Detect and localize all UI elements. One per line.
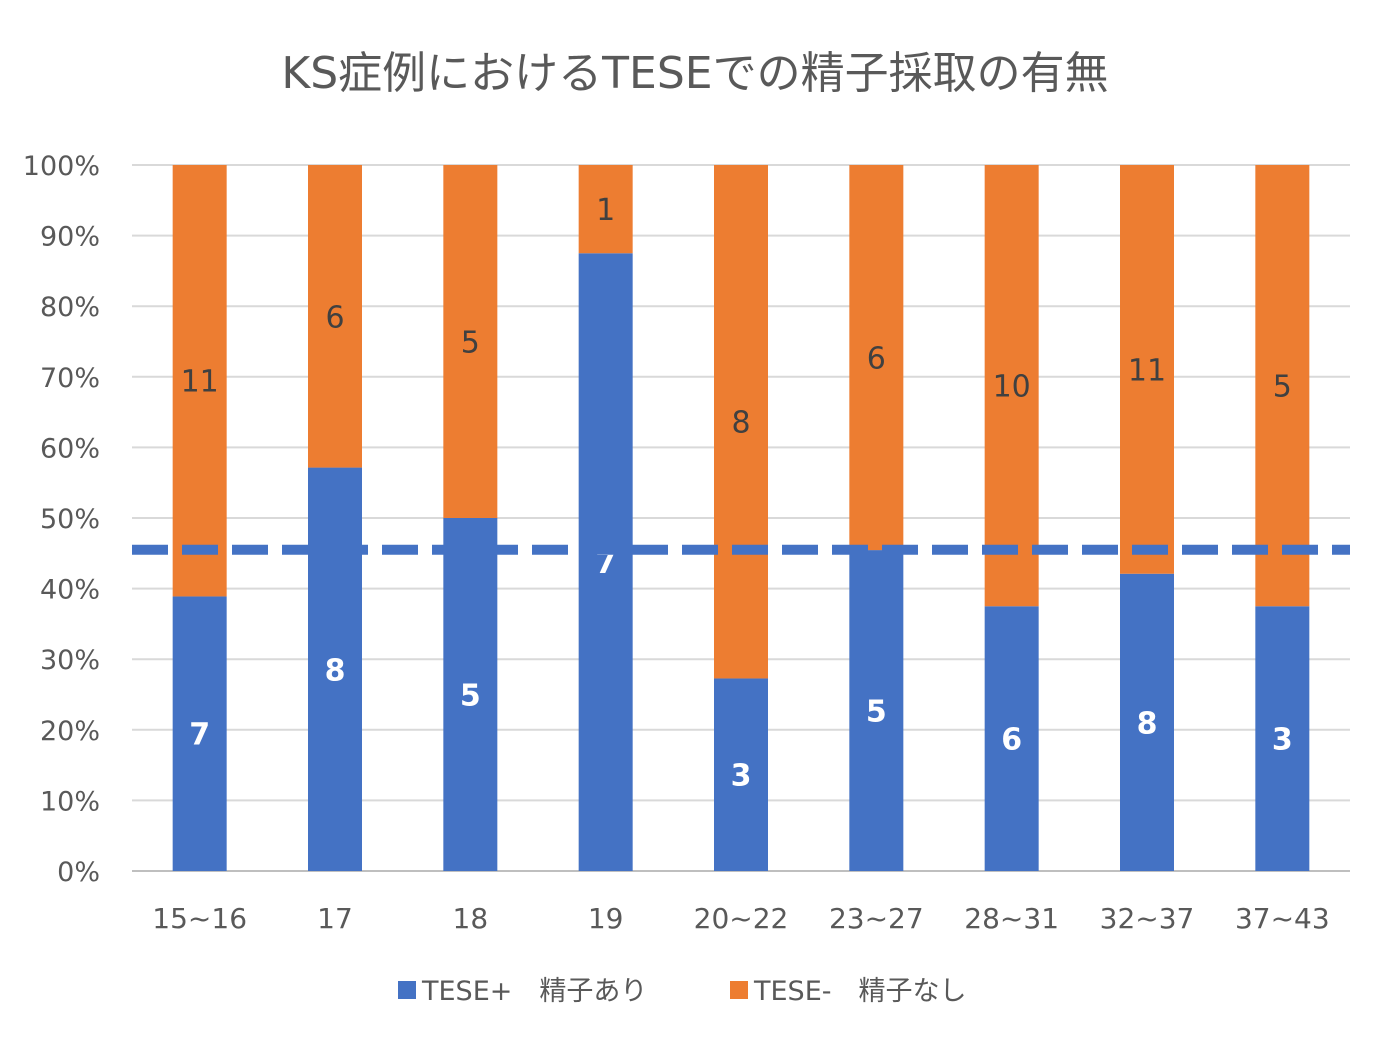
bar-segment [172,596,227,871]
bar-segment [308,165,362,468]
y-tick-label: 50% [40,504,100,535]
y-axis: 0% 10% 20% 30% 40% 50% 60% 70% 80% 90% 100% [23,151,100,888]
bar-segment [308,467,362,871]
bar-segment [714,678,768,871]
bar-segment [172,165,227,597]
x-tick-label: 23~27 [829,902,924,935]
bar-segment [1120,165,1174,574]
data-label: 11 [181,365,219,400]
y-tick-label: 70% [40,363,100,394]
bars [172,165,1310,871]
y-tick-label: 10% [40,786,100,817]
data-label: 3 [1272,723,1293,758]
data-label: 8 [1137,706,1158,741]
y-tick-label: 60% [40,433,100,464]
data-label: 7 [595,546,616,581]
data-label: 5 [866,695,887,730]
x-tick-label: 17 [317,902,353,935]
bar-segment [714,165,768,679]
y-tick-label: 90% [40,222,100,253]
bar-segment [1255,606,1310,871]
data-label: 6 [867,342,886,377]
data-label: 8 [731,406,750,441]
bar-segment [578,253,633,871]
data-label: 6 [325,300,344,335]
y-tick-label: 30% [40,645,100,676]
x-tick-label: 19 [588,902,624,935]
data-labels: 7 11 8 6 5 5 7 1 3 8 5 6 6 10 8 11 3 5 [181,193,1293,794]
y-tick-label: 80% [40,292,100,323]
x-tick-label: 37~43 [1235,902,1330,935]
legend-label: TESE+ 精子あり [421,976,647,1007]
bar-segment [578,165,633,254]
bar-segment [1120,573,1174,871]
data-label: 10 [993,370,1031,405]
data-label: 5 [460,679,481,714]
data-label: 3 [731,759,752,794]
y-tick-label: 100% [23,151,100,182]
x-tick-label: 32~37 [1100,902,1195,935]
data-label: 1 [596,193,615,228]
data-label: 11 [1128,353,1166,388]
y-tick-label: 40% [40,575,100,606]
y-tick-label: 20% [40,716,100,747]
bar-segment [849,550,904,871]
data-label: 5 [1273,370,1292,405]
x-tick-label: 20~22 [694,902,789,935]
legend-swatch [398,981,416,999]
data-label: 8 [325,653,346,688]
x-axis: 15~16 17 18 19 20~22 23~27 28~31 32~37 37~43 [152,902,1329,935]
bar-segment [1255,165,1310,607]
bar-segment [443,518,498,871]
data-label: 5 [461,326,480,361]
x-tick-label: 15~16 [152,902,247,935]
x-tick-label: 28~31 [964,902,1059,935]
legend: TESE+ 精子あり TESE- 精子なし [398,976,967,1007]
legend-swatch [730,981,748,999]
chart-title: KS症例におけるTESEでの精子採取の有無 [281,48,1108,99]
bar-segment [984,606,1039,871]
bar-segment [443,165,498,518]
legend-label: TESE- 精子なし [753,976,967,1007]
x-tick-label: 18 [453,902,489,935]
bar-segment [984,165,1039,607]
data-label: 6 [1001,723,1022,758]
bar-segment [849,165,904,551]
y-tick-label: 0% [57,857,100,888]
data-label: 7 [189,718,210,753]
